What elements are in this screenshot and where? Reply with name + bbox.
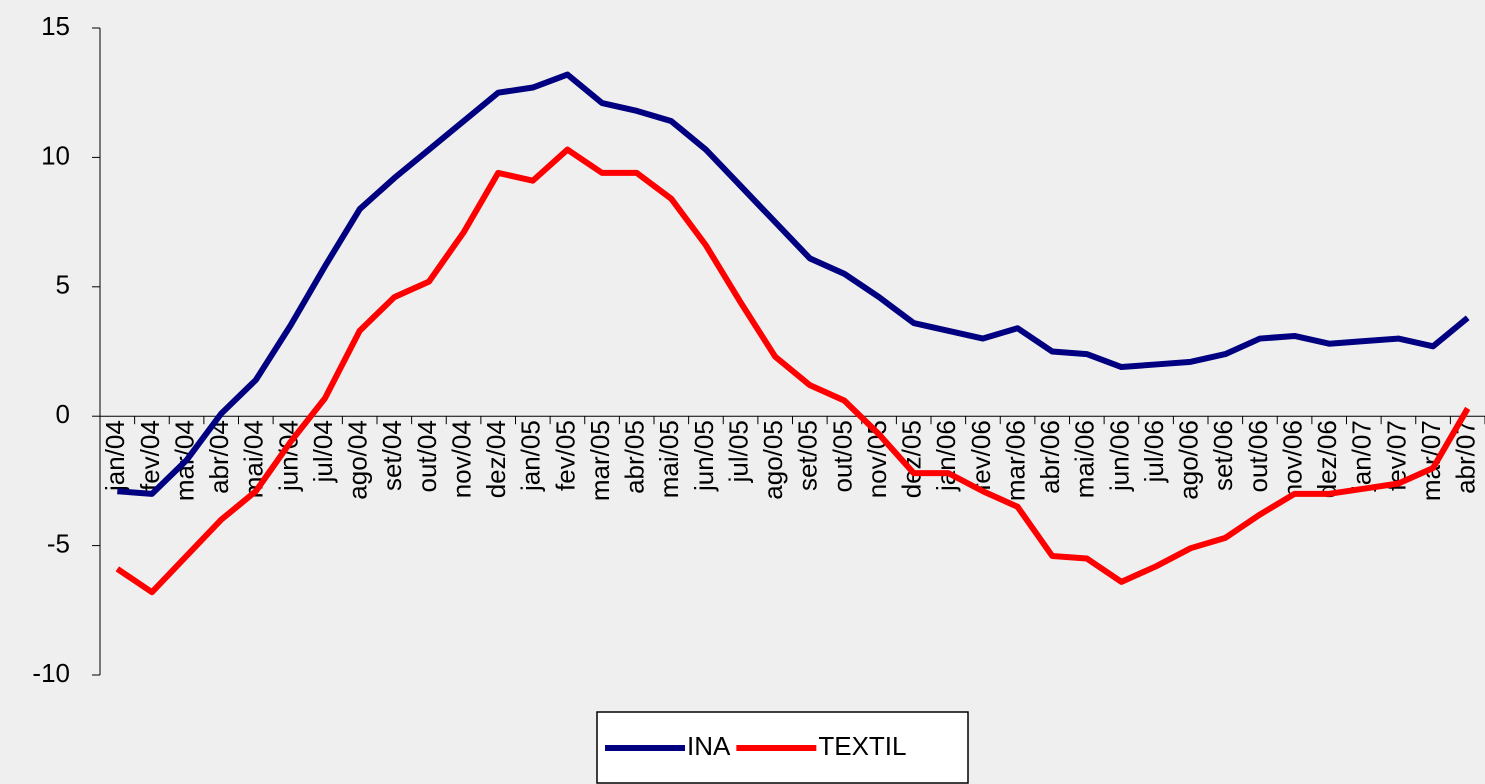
x-tick-label: jun/06 bbox=[1104, 420, 1134, 492]
y-tick-label: 0 bbox=[56, 399, 70, 429]
x-tick-label: ago/06 bbox=[1174, 420, 1204, 500]
x-tick-label: mar/05 bbox=[585, 420, 615, 501]
legend-label: TEXTIL bbox=[818, 731, 906, 761]
x-tick-label: mar/07 bbox=[1416, 420, 1446, 501]
y-tick-label: -5 bbox=[47, 528, 70, 558]
x-tick-label: out/06 bbox=[1243, 420, 1273, 492]
x-tick-label: mai/05 bbox=[654, 420, 684, 498]
x-tick-label: set/06 bbox=[1208, 420, 1238, 491]
x-tick-label: abr/05 bbox=[620, 420, 650, 494]
x-tick-label: jun/05 bbox=[689, 420, 719, 492]
legend: INA TEXTIL bbox=[596, 711, 969, 784]
x-tick-label: jul/04 bbox=[308, 420, 338, 483]
line bbox=[115, 146, 1471, 596]
x-tick-label: ago/05 bbox=[758, 420, 788, 500]
y-tick-label: 10 bbox=[41, 140, 70, 170]
y-tick-label: -10 bbox=[32, 658, 70, 688]
x-tick-label: out/04 bbox=[412, 420, 442, 492]
x-tick-label: fev/05 bbox=[550, 420, 580, 491]
x-tick-label: mai/06 bbox=[1070, 420, 1100, 498]
x-tick-label: nov/04 bbox=[446, 420, 476, 498]
x-tick-label: fev/04 bbox=[135, 420, 165, 491]
x-tick-label: dez/04 bbox=[481, 420, 511, 498]
x-tick-label: jan/07 bbox=[1347, 420, 1377, 492]
x-tick-label: jan/04 bbox=[100, 420, 130, 492]
x-tick-label: jul/06 bbox=[1139, 420, 1169, 483]
x-tick-label: ago/04 bbox=[343, 420, 373, 500]
x-tick-label: mai/04 bbox=[239, 420, 269, 498]
x-tick-label: out/05 bbox=[827, 420, 857, 492]
y-tick-label: 5 bbox=[56, 270, 70, 300]
y-tick-label: 15 bbox=[41, 11, 70, 41]
x-tick-label: set/05 bbox=[793, 420, 823, 491]
line bbox=[117, 71, 1470, 497]
legend-label: INA bbox=[687, 731, 731, 761]
x-tick-label: fev/06 bbox=[966, 420, 996, 491]
x-tick-label: nov/06 bbox=[1277, 420, 1307, 498]
x-tick-label: abr/06 bbox=[1035, 420, 1065, 494]
x-tick-label: jan/05 bbox=[516, 420, 546, 492]
x-tick-label: jul/05 bbox=[723, 420, 753, 483]
x-tick-label: mar/06 bbox=[1000, 420, 1030, 501]
x-tick-label: jan/06 bbox=[931, 420, 961, 492]
x-tick-label: dez/06 bbox=[1312, 420, 1342, 498]
x-tick-label: set/04 bbox=[377, 420, 407, 491]
